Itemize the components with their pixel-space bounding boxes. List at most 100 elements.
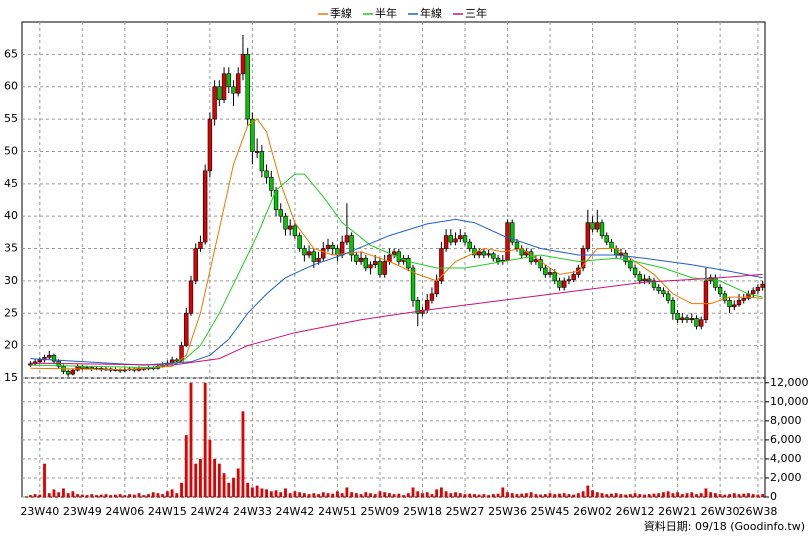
volume-bar — [52, 489, 56, 497]
volume-bar — [302, 493, 306, 497]
x-tick-label: 25W27 — [446, 505, 485, 518]
candle-body — [580, 248, 586, 269]
volume-bar — [331, 493, 335, 497]
candle-body — [373, 261, 378, 266]
volume-bar — [680, 494, 684, 497]
candle-body — [236, 73, 241, 94]
volume-bar — [458, 493, 462, 497]
x-tick-label: 24W51 — [318, 505, 357, 518]
volume-bar — [411, 487, 415, 497]
volume-bar — [449, 493, 453, 497]
volume-bar — [208, 439, 212, 497]
candle-body — [703, 280, 709, 321]
candle-body — [443, 235, 449, 249]
candle-body — [377, 261, 383, 275]
candle-body — [198, 241, 203, 249]
volume-bar — [109, 495, 113, 497]
candle-body — [354, 254, 359, 262]
candle-body — [736, 300, 742, 306]
candle-body — [628, 261, 633, 269]
volume-bar — [340, 493, 344, 497]
candle-body — [533, 259, 539, 262]
volume-bar — [71, 491, 75, 497]
volume-bar — [595, 492, 599, 497]
candle-body — [623, 252, 628, 262]
volume-bar — [345, 487, 349, 497]
candle-body — [259, 151, 265, 172]
volume-bar — [666, 491, 670, 497]
volume-bar — [369, 493, 372, 497]
volume-bar — [534, 494, 538, 497]
volume-bar — [430, 494, 434, 497]
x-tick-label: 24W06 — [105, 505, 144, 518]
candle-body — [240, 54, 246, 75]
candle-body — [547, 272, 553, 275]
candle-body — [538, 259, 543, 269]
candle-body — [207, 118, 213, 172]
candle-body — [552, 272, 557, 282]
volume-bar — [298, 492, 302, 497]
candle-body — [288, 225, 293, 230]
volume-bar — [260, 488, 264, 497]
volume-bar — [510, 493, 514, 497]
volume-bar — [213, 458, 217, 497]
volume-bar — [468, 493, 472, 497]
volume-bar — [321, 492, 325, 497]
volume-bar — [104, 494, 108, 497]
candle-body — [37, 359, 43, 363]
y-tick-label: 60 — [4, 80, 18, 93]
candle-body — [254, 151, 260, 153]
volume-bar — [137, 493, 141, 497]
volume-bar — [586, 485, 590, 497]
volume-bar — [47, 493, 51, 497]
candle-body — [420, 309, 425, 314]
volume-bar — [619, 494, 623, 497]
x-tick-label: 23W49 — [63, 505, 102, 518]
volume-bar — [567, 494, 571, 497]
volume-bar — [506, 492, 509, 497]
candle-body — [590, 222, 595, 230]
volume-bar — [643, 494, 646, 497]
volume-bar — [647, 494, 651, 497]
candle-body — [382, 261, 387, 275]
volume-bar — [728, 494, 731, 497]
y-tick-label: 35 — [4, 242, 18, 255]
candle-body — [755, 287, 761, 291]
candle-body — [339, 241, 345, 256]
volume-bar — [548, 493, 552, 497]
candle-body — [741, 298, 746, 301]
volume-bar — [354, 493, 358, 497]
candle-body — [226, 73, 231, 88]
candle-body — [363, 257, 368, 269]
volume-bar — [742, 493, 746, 497]
volume-bar — [95, 495, 98, 497]
candle-body — [269, 177, 274, 191]
volume-bar — [718, 494, 722, 497]
candle-body — [642, 278, 647, 282]
y-tick-label: 20 — [4, 339, 18, 352]
y-tick-label: 25 — [4, 306, 18, 319]
volume-bar — [425, 492, 429, 497]
candle-body — [689, 318, 694, 321]
volume-bar — [756, 494, 760, 497]
y2-tick-label: 2,000 — [770, 471, 802, 484]
volume-bar — [732, 493, 736, 497]
volume-bar — [657, 493, 661, 497]
volume-bar — [543, 494, 547, 497]
volume-bar — [236, 468, 240, 497]
candle-body — [462, 235, 468, 243]
candle-body — [316, 257, 321, 262]
volume-bar — [473, 494, 476, 497]
volume-bar — [402, 495, 406, 497]
candle-body — [264, 170, 269, 178]
volume-bar — [614, 493, 618, 497]
volume-bar — [392, 494, 396, 497]
volume-bar — [501, 487, 505, 497]
x-tick-label: 25W45 — [531, 505, 570, 518]
y2-tick-label: 6,000 — [770, 433, 802, 446]
candle-body — [84, 367, 90, 369]
candle-body — [505, 222, 510, 261]
candle-body — [193, 248, 198, 282]
volume-bar — [269, 491, 273, 497]
candle-body — [665, 293, 671, 301]
